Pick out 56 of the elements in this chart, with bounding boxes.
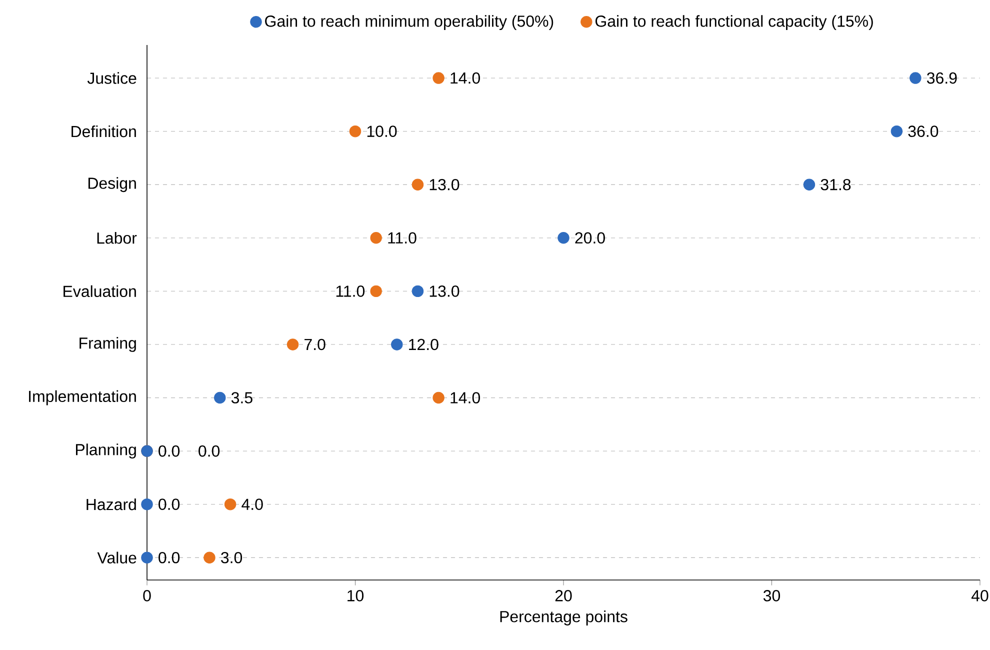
legend-label: Gain to reach minimum operability (50%) (265, 15, 554, 30)
point (141, 498, 153, 510)
point (224, 498, 236, 510)
data-label: 4.0 (242, 498, 263, 510)
point (910, 72, 922, 84)
point (391, 338, 403, 350)
x-axis-title: Percentage points (500, 610, 628, 626)
data-label: 0.0 (158, 445, 180, 457)
x-tick-label: 0 (143, 590, 151, 602)
y-tick-label: Labor (97, 232, 137, 244)
data-label: 36.9 (926, 72, 957, 84)
data-label: 20.0 (575, 232, 605, 244)
point (204, 552, 216, 564)
point (370, 232, 382, 244)
point (412, 178, 424, 190)
data-label: 10.0 (367, 126, 397, 137)
point (803, 178, 816, 190)
point (370, 285, 382, 298)
y-tick-label: Planning (76, 444, 136, 459)
data-label: 11.0 (336, 286, 365, 297)
y-tick-label: Implementation (29, 390, 136, 406)
point (432, 72, 444, 84)
point (214, 392, 226, 404)
data-label: 3.0 (221, 552, 242, 564)
data-label: 14.0 (450, 392, 480, 404)
x-tick-label: 10 (348, 590, 364, 602)
y-tick-label: Evaluation (64, 285, 136, 298)
data-label: 13.0 (430, 286, 460, 297)
data-label: 14.0 (450, 72, 480, 84)
data-label: 12.0 (409, 338, 438, 350)
y-tick-label: Design (88, 177, 136, 192)
point (890, 125, 903, 138)
y-tick-label: Framing (80, 337, 136, 352)
data-label: 11.0 (388, 232, 416, 244)
y-tick-label: Definition (72, 125, 136, 138)
point (141, 552, 153, 564)
data-label: 31.8 (820, 178, 851, 190)
point (432, 392, 444, 404)
y-tick-label: Justice (87, 72, 136, 84)
data-label: 0.0 (158, 498, 180, 510)
x-tick-label: 30 (763, 590, 780, 602)
legend-label: Gain to reach functional capacity (15%) (595, 15, 873, 30)
data-label: 36.0 (908, 126, 938, 137)
data-label: 0.0 (198, 445, 220, 457)
y-tick-label: Hazard (86, 498, 136, 510)
point (349, 125, 362, 138)
y-tick-label: Value (97, 552, 136, 564)
x-tick-label: 40 (971, 590, 988, 602)
data-label: 7.0 (304, 338, 326, 350)
x-tick-label: 20 (555, 590, 572, 602)
data-label: 3.5 (231, 392, 252, 404)
point (412, 285, 424, 298)
data-label: 0.0 (158, 552, 180, 564)
point (286, 338, 299, 350)
data-label: 13.0 (430, 178, 460, 190)
point (558, 232, 570, 244)
